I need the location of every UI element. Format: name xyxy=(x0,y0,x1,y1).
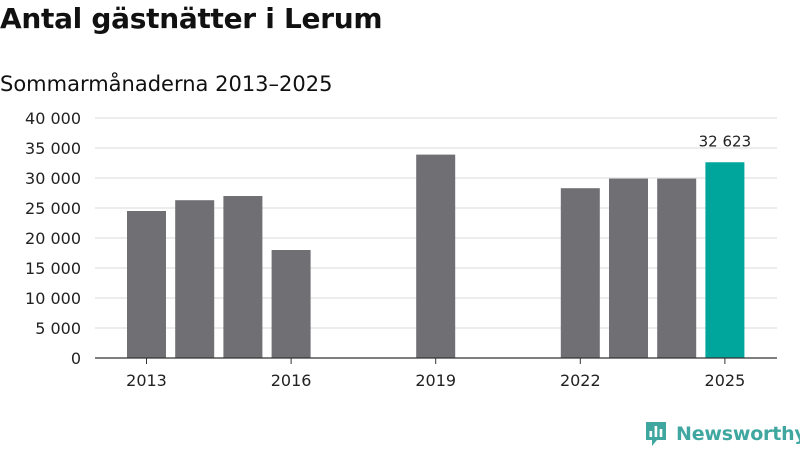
y-tick-label: 25 000 xyxy=(25,199,81,218)
brand-logo: Newsworthy xyxy=(644,420,800,448)
x-tick-label: 2019 xyxy=(415,371,456,390)
bar xyxy=(416,154,456,358)
y-tick-label: 15 000 xyxy=(25,259,81,278)
y-tick-label: 30 000 xyxy=(25,169,81,188)
bar xyxy=(127,211,166,358)
x-tick-label: 2025 xyxy=(705,371,746,390)
highlight-bar xyxy=(705,162,745,358)
bar xyxy=(175,200,215,358)
data-label: 32 623 xyxy=(699,132,752,150)
bar xyxy=(271,250,311,358)
bar xyxy=(657,178,697,358)
y-tick-label: 0 xyxy=(71,349,81,368)
x-tick-label: 2013 xyxy=(126,371,167,390)
y-tick-label: 35 000 xyxy=(25,139,81,158)
bar-chart: 0 5 000 10 000 15 000 20 000 25 000 30 000 35 0… xyxy=(25,109,777,390)
newsworthy-logo-icon xyxy=(646,422,666,446)
x-tick-label: 2022 xyxy=(560,371,601,390)
chart-subtitle: Sommarmånaderna 2013–2025 xyxy=(0,72,333,96)
bar xyxy=(560,188,600,358)
brand-name: Newsworthy xyxy=(676,423,800,445)
y-tick-label: 5 000 xyxy=(35,319,81,338)
bar xyxy=(223,196,263,358)
y-tick-label: 20 000 xyxy=(25,229,81,248)
x-tick-label: 2016 xyxy=(271,371,312,390)
bar xyxy=(609,178,648,358)
chart-title: Antal gästnätter i Lerum xyxy=(0,2,383,35)
y-tick-label: 10 000 xyxy=(25,289,81,308)
y-tick-label: 40 000 xyxy=(25,109,81,128)
